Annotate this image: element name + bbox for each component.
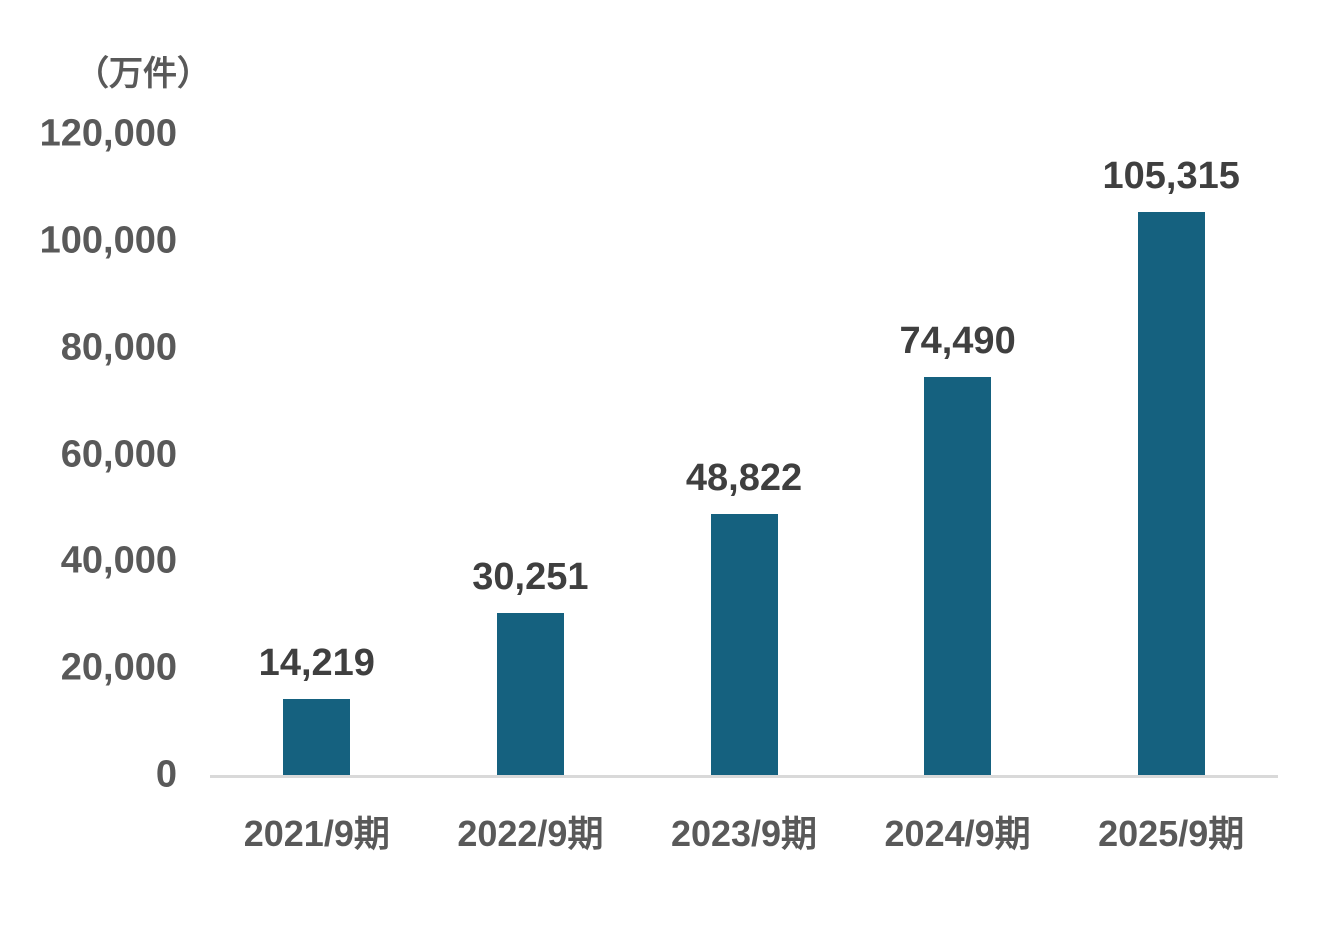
x-axis-category-label: 2025/9期 (1098, 813, 1245, 854)
y-axis-tick-label: 40,000 (60, 539, 177, 582)
y-axis-tick-label: 80,000 (60, 326, 177, 369)
bar (710, 514, 778, 775)
y-axis-tick-label: 20,000 (60, 646, 177, 689)
x-axis-category-label: 2023/9期 (670, 813, 818, 854)
x-axis-line (210, 775, 1278, 778)
y-axis-tick-label: 100,000 (39, 219, 177, 262)
bar (496, 613, 564, 775)
bar (283, 699, 351, 775)
bar (924, 377, 992, 775)
y-axis-tick-label: 120,000 (39, 112, 177, 155)
bar-value-label: 105,315 (1102, 155, 1240, 198)
bar-value-label: 30,251 (472, 556, 589, 599)
y-axis-tick-label: 60,000 (60, 433, 177, 475)
bar-value-label: 48,822 (685, 457, 803, 500)
bar-value-label: 74,490 (899, 320, 1016, 363)
y-axis-tick-label: 0 (155, 753, 177, 796)
y-axis-unit-label: （万件） (75, 55, 211, 93)
x-axis-category-label: 2022/9期 (457, 813, 604, 854)
bar-value-label: 14,219 (258, 642, 375, 685)
x-axis-category-label: 2024/9期 (884, 813, 1031, 854)
x-axis-category-label: 2021/9期 (243, 813, 390, 854)
bar (1137, 212, 1205, 775)
